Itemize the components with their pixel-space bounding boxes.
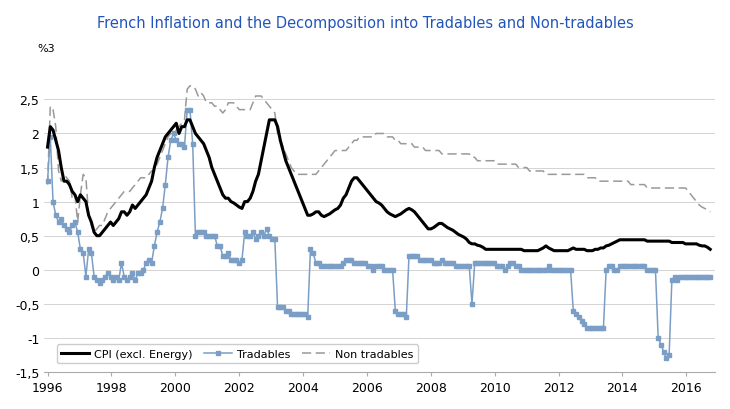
CPI (excl. Energy) [182,118,191,123]
Non tradables [418,145,427,150]
Tradables [182,108,191,113]
Tradables [678,274,687,279]
Tradables [415,257,424,262]
Non tradables [185,84,194,89]
Tradables [268,237,277,242]
CPI (excl. Energy) [82,200,91,204]
Non tradables [706,210,715,215]
Tradables [364,264,372,269]
Non tradables [90,230,99,235]
Tradables [662,356,671,361]
CPI (excl. Energy) [520,249,529,254]
Tradables [82,274,91,279]
Non tradables [347,142,356,147]
CPI (excl. Energy) [345,186,353,191]
CPI (excl. Energy) [364,189,372,194]
Line: CPI (excl. Energy): CPI (excl. Energy) [47,121,710,251]
Tradables [706,274,715,279]
Text: %3: %3 [38,44,55,54]
Non tradables [270,111,279,116]
Tradables [43,179,52,184]
Non tradables [43,183,52,188]
CPI (excl. Energy) [43,145,52,150]
Legend: CPI (excl. Energy), Tradables, Non tradables: CPI (excl. Energy), Tradables, Non trada… [57,345,418,364]
CPI (excl. Energy) [268,118,277,123]
Tradables [345,257,353,262]
Non tradables [678,186,687,191]
CPI (excl. Energy) [415,217,424,222]
CPI (excl. Energy) [706,247,715,252]
Non tradables [366,135,375,140]
CPI (excl. Energy) [678,240,687,245]
Line: Tradables: Tradables [46,109,712,360]
Line: Non tradables: Non tradables [47,87,710,233]
Text: French Inflation and the Decomposition into Tradables and Non-tradables: French Inflation and the Decomposition i… [96,16,634,31]
Non tradables [82,176,91,181]
